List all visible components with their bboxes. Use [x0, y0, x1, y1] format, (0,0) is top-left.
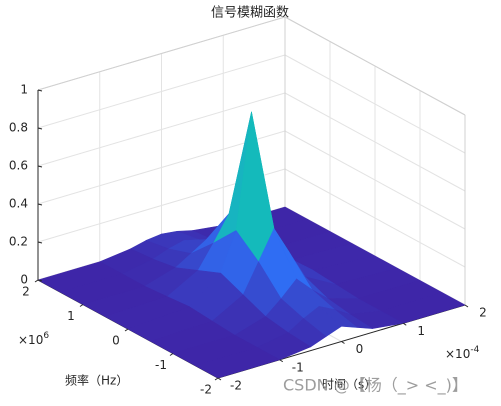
- axis-line: [284, 16, 466, 116]
- z-tick: [37, 241, 43, 244]
- y-multiplier-power: 6: [43, 331, 49, 341]
- x-tick: [341, 341, 345, 344]
- z-tick-label: 0.4: [9, 197, 28, 211]
- y-multiplier-base: ×10: [18, 333, 43, 347]
- x-tick-label: 1: [417, 324, 425, 338]
- z-tick: [37, 203, 43, 206]
- y-tick-label: -1: [155, 358, 167, 372]
- z-tick-label: 0.8: [9, 121, 28, 135]
- z-tick: [37, 165, 43, 168]
- z-tick: [37, 127, 43, 130]
- grid-line: [284, 54, 466, 154]
- y-tick-label: 2: [22, 285, 30, 299]
- grid-line: [284, 168, 466, 268]
- grid-line: [284, 92, 466, 192]
- x-axis-label: 时间（s）: [322, 378, 376, 392]
- chart-title: 信号模糊函数: [211, 5, 289, 21]
- x-tick-label: 0: [356, 342, 364, 356]
- axis-line: [37, 16, 286, 91]
- y-tick-label: 1: [67, 309, 75, 323]
- watermark: CSDN @【杨（_> <_)】: [283, 376, 468, 396]
- y-multiplier: ×106: [18, 331, 49, 347]
- z-tick-label: 0.2: [9, 235, 28, 249]
- grid-line: [37, 92, 286, 167]
- grid-line: [37, 130, 286, 205]
- grid-line: [284, 130, 466, 230]
- z-tick-label: 0: [20, 273, 28, 287]
- x-multiplier-base: ×10: [445, 347, 470, 361]
- x-tick-label: -1: [292, 360, 304, 374]
- y-tick: [79, 304, 84, 307]
- z-tick: [37, 89, 43, 92]
- y-tick-label: -2: [200, 383, 212, 397]
- x-tick: [217, 377, 222, 381]
- x-multiplier: ×10-4: [445, 345, 480, 361]
- surface: [37, 111, 466, 379]
- y-tick: [214, 377, 219, 381]
- y-tick: [34, 279, 39, 283]
- y-tick: [169, 353, 174, 356]
- x-tick-label: -2: [230, 379, 242, 393]
- x-tick: [464, 304, 469, 308]
- x-tick: [279, 359, 284, 363]
- z-tick-label: 1: [20, 83, 28, 97]
- y-tick-label: 0: [112, 334, 120, 348]
- x-tick: [402, 322, 407, 326]
- surface-cell: [195, 347, 281, 379]
- grid-line: [37, 54, 286, 129]
- z-tick: [37, 279, 43, 282]
- x-tick-label: 2: [479, 306, 487, 320]
- z-tick-label: 0.6: [9, 159, 28, 173]
- x-multiplier-power: -4: [470, 345, 479, 355]
- y-axis-label: 频率（Hz）: [65, 373, 128, 388]
- y-tick: [124, 328, 129, 332]
